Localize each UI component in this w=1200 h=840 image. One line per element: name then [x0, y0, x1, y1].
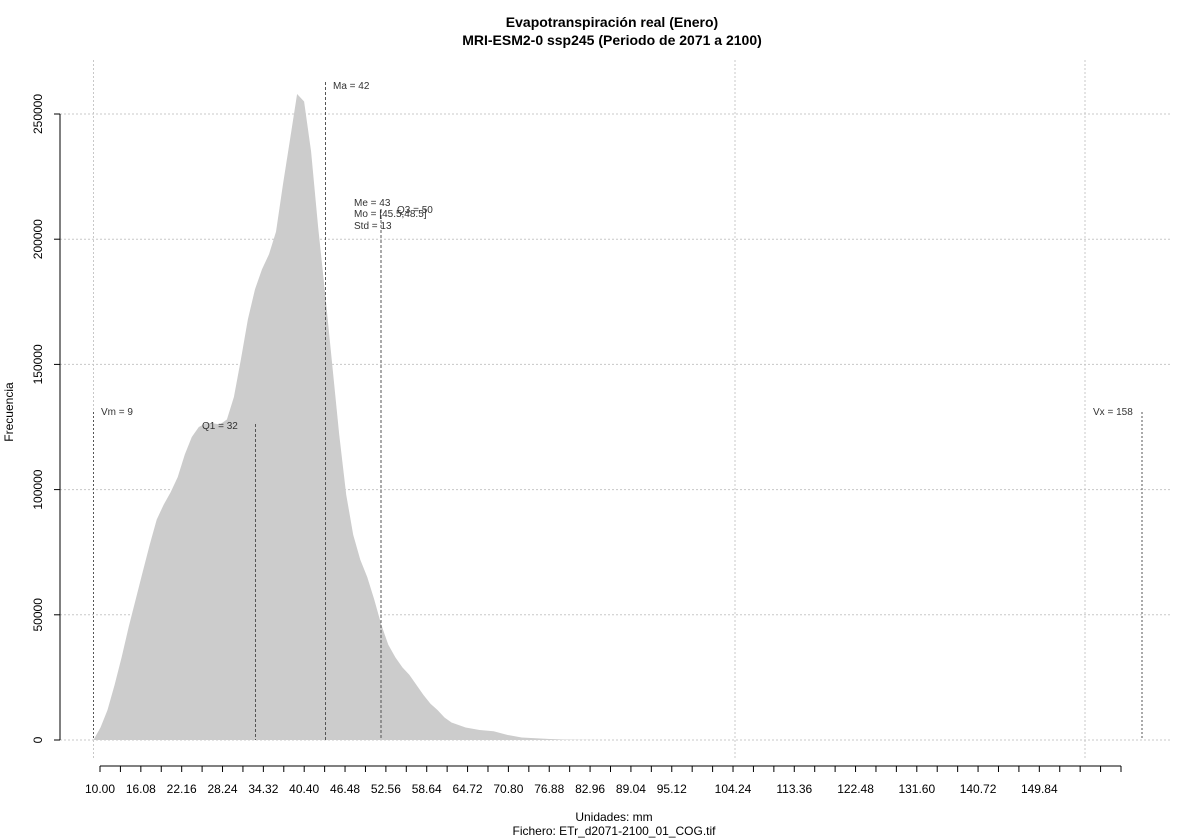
- x-tick-label-17: 122.48: [837, 782, 874, 796]
- x-tick-label-1: 16.08: [126, 782, 156, 796]
- x-tick-label-12: 82.96: [575, 782, 605, 796]
- x-tick-label-8: 58.64: [412, 782, 442, 796]
- x-tick-label-15: 104.24: [715, 782, 752, 796]
- y-axis: 0 50000 100000 150000 200000 250000: [31, 94, 61, 743]
- x-tick-label-18: 131.60: [898, 782, 935, 796]
- x-tick-label-16: 113.36: [776, 782, 812, 796]
- annotation-q3: Q3 = 50: [397, 205, 433, 216]
- y-tick-label-3: 150000: [31, 344, 45, 384]
- x-tick-label-11: 76.88: [534, 782, 564, 796]
- x-tick-label-13: 89.04: [616, 782, 646, 796]
- x-tick-label-3: 28.24: [208, 782, 238, 796]
- x-tick-label-0: 10.00: [85, 782, 115, 796]
- y-tick-label-2: 100000: [31, 469, 45, 509]
- annotation-vm: Vm = 9: [101, 407, 133, 418]
- annotation-std: Std = 13: [354, 221, 392, 232]
- x-axis-file-label: Fichero: ETr_d2071-2100_01_COG.tif: [513, 824, 717, 838]
- x-axis-label: Unidades: mm: [575, 810, 652, 824]
- annotation-mo: Mo = [45.5,48.5]: [354, 209, 427, 220]
- annotation-ma: Ma = 42: [333, 81, 370, 92]
- x-tick-label-4: 34.32: [248, 782, 278, 796]
- chart-subtitle: MRI-ESM2-0 ssp245 (Periodo de 2071 a 210…: [462, 32, 762, 48]
- chart-title: Evapotranspiración real (Enero): [506, 14, 718, 30]
- x-tick-label-20: 149.84: [1021, 782, 1058, 796]
- x-tick-label-7: 52.56: [371, 782, 401, 796]
- x-tick-label-19: 140.72: [960, 782, 997, 796]
- density-area: [93, 94, 1140, 740]
- x-tick-label-9: 64.72: [453, 782, 483, 796]
- y-tick-label-0: 0: [31, 736, 45, 743]
- y-tick-label-1: 50000: [31, 598, 45, 632]
- x-tick-label-6: 46.48: [330, 782, 360, 796]
- x-tick-label-2: 22.16: [167, 782, 197, 796]
- annotation-vx: Vx = 158: [1093, 407, 1133, 418]
- x-axis: 10.00 16.08 22.16 28.24 34.32 40.40 46.48 52.56…: [85, 765, 1122, 796]
- y-tick-label-4: 200000: [31, 219, 45, 259]
- annotation-me: Me = 43: [354, 198, 391, 209]
- y-tick-label-5: 250000: [31, 94, 45, 134]
- stat-lines: [93, 82, 1143, 740]
- y-axis-label: Frecuencia: [2, 382, 16, 442]
- x-tick-label-14: 95.12: [657, 782, 687, 796]
- x-tick-label-5: 40.40: [289, 782, 319, 796]
- annotation-q1: Q1 = 32: [202, 421, 238, 432]
- x-tick-label-10: 70.80: [493, 782, 523, 796]
